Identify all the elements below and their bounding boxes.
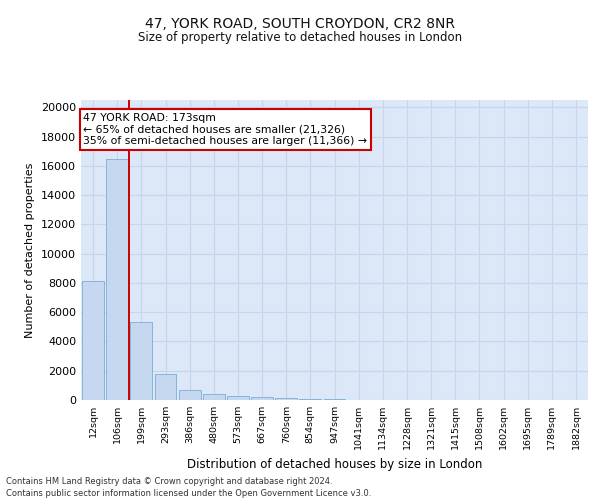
Bar bbox=[251, 397, 273, 400]
Text: 47 YORK ROAD: 173sqm
← 65% of detached houses are smaller (21,326)
35% of semi-d: 47 YORK ROAD: 173sqm ← 65% of detached h… bbox=[83, 113, 367, 146]
Bar bbox=[179, 390, 200, 400]
Bar bbox=[82, 282, 104, 400]
Bar bbox=[275, 398, 297, 400]
Y-axis label: Number of detached properties: Number of detached properties bbox=[25, 162, 35, 338]
Text: Contains public sector information licensed under the Open Government Licence v3: Contains public sector information licen… bbox=[6, 489, 371, 498]
Bar bbox=[227, 396, 249, 400]
Text: Size of property relative to detached houses in London: Size of property relative to detached ho… bbox=[138, 31, 462, 44]
Bar bbox=[155, 374, 176, 400]
Bar bbox=[203, 394, 224, 400]
X-axis label: Distribution of detached houses by size in London: Distribution of detached houses by size … bbox=[187, 458, 482, 470]
Bar bbox=[130, 322, 152, 400]
Text: Contains HM Land Registry data © Crown copyright and database right 2024.: Contains HM Land Registry data © Crown c… bbox=[6, 478, 332, 486]
Bar bbox=[299, 398, 321, 400]
Text: 47, YORK ROAD, SOUTH CROYDON, CR2 8NR: 47, YORK ROAD, SOUTH CROYDON, CR2 8NR bbox=[145, 18, 455, 32]
Bar bbox=[106, 158, 128, 400]
